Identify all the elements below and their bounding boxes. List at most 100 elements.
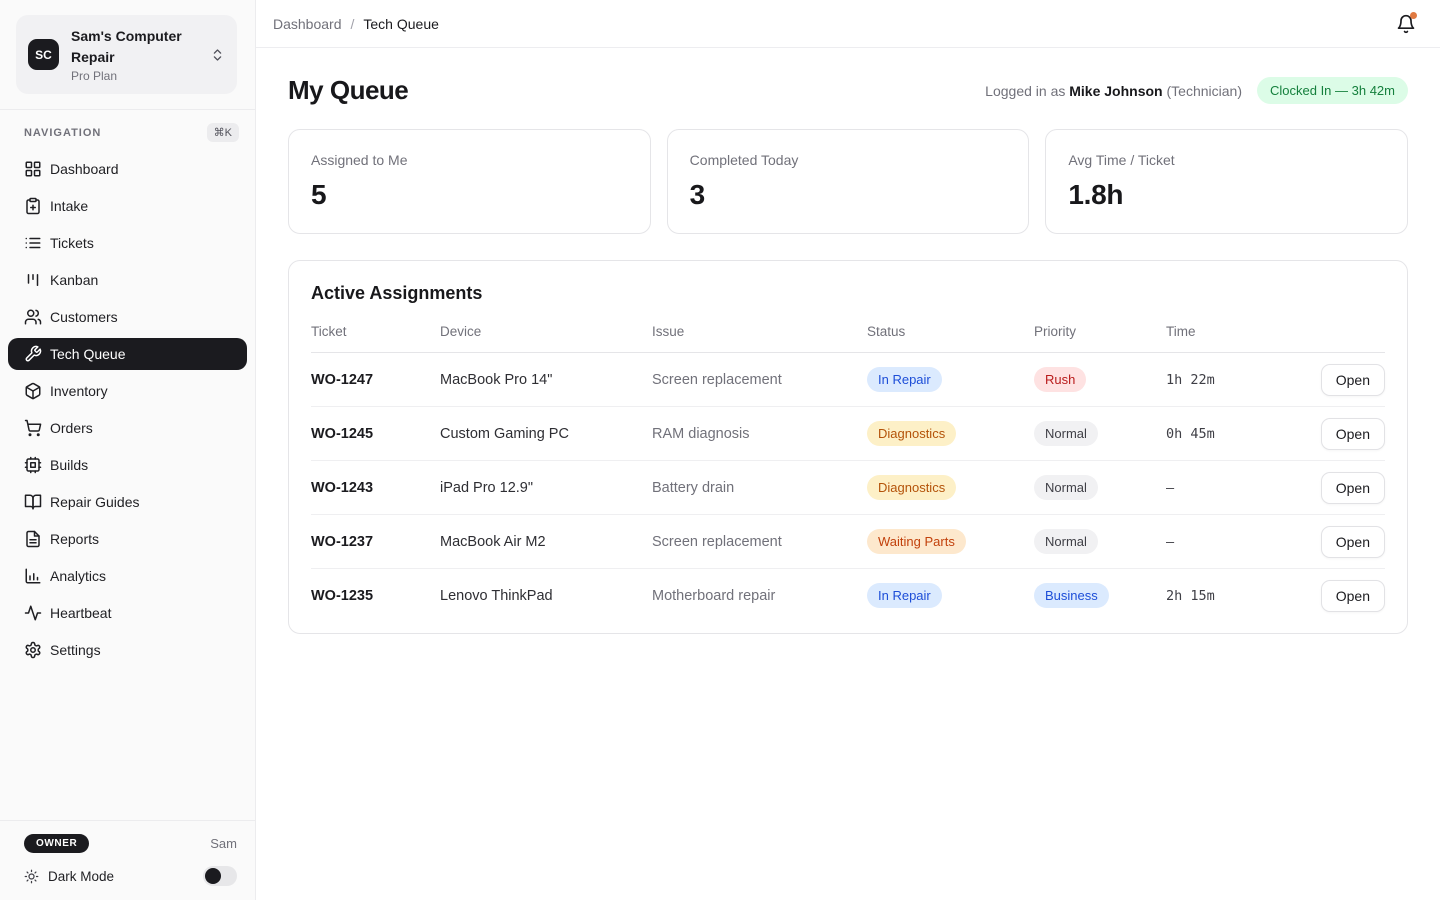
status-badge: Waiting Parts [867,529,966,554]
sidebar-item-label: Analytics [50,568,107,584]
sidebar-item-dashboard[interactable]: Dashboard [8,153,247,185]
workspace-name: Sam's Computer Repair [71,28,182,65]
sidebar-item-orders[interactable]: Orders [8,412,247,444]
bar-chart-icon [24,567,42,585]
sidebar-item-repair-guides[interactable]: Repair Guides [8,486,247,518]
active-assignments-title: Active Assignments [311,283,483,303]
page-content: My Queue Logged in as Mike Johnson (Tech… [256,48,1440,634]
sidebar-item-label: Settings [50,642,101,658]
footer-user-name: Sam [210,836,237,851]
table-row: WO-1237 MacBook Air M2 Screen replacemen… [311,514,1385,569]
column-header-actions [1274,324,1385,353]
sidebar-item-tickets[interactable]: Tickets [8,227,247,259]
sidebar-item-inventory[interactable]: Inventory [8,375,247,407]
stat-label: Completed Today [689,152,799,168]
open-button[interactable]: Open [1320,417,1385,450]
sidebar-item-heartbeat[interactable]: Heartbeat [8,597,247,629]
users-icon [24,308,42,326]
ticket-id: WO-1245 [311,406,440,461]
stat-value: 1.8h [1068,179,1124,210]
device-name: iPad Pro 12.9" [440,460,652,515]
open-button[interactable]: Open [1320,471,1385,504]
device-name: MacBook Air M2 [440,514,652,569]
time-value: – [1166,460,1274,515]
gear-icon [24,641,42,659]
sidebar: SC Sam's Computer Repair Pro Plan NAVIGA… [0,0,256,900]
shopping-cart-icon [24,419,42,437]
time-value: – [1166,514,1274,569]
sidebar-item-label: Reports [50,531,100,547]
file-text-icon [24,530,42,548]
clocked-in-badge: Clocked In — 3h 42m [1256,77,1408,104]
clipboard-plus-icon [24,197,42,215]
sidebar-item-intake[interactable]: Intake [8,190,247,222]
stat-card-avg-time: Avg Time / Ticket 1.8h [1045,129,1409,234]
status-badge: In Repair [867,583,942,609]
table-row: WO-1247 MacBook Pro 14" Screen replaceme… [311,353,1385,407]
sidebar-item-builds[interactable]: Builds [8,449,247,481]
table-row: WO-1243 iPad Pro 12.9" Battery drain Dia… [311,460,1385,515]
column-header-issue: Issue [652,324,867,353]
breadcrumb-current: Tech Queue [363,15,439,32]
sidebar-nav: Dashboard Intake Tickets Kanban Customer… [0,151,255,671]
logged-in-role: (Technician) [1166,82,1242,99]
sidebar-item-tech-queue[interactable]: Tech Queue [8,338,247,370]
sidebar-item-analytics[interactable]: Analytics [8,560,247,592]
open-button[interactable]: Open [1320,579,1385,612]
column-header-status: Status [867,324,1034,353]
open-button[interactable]: Open [1320,525,1385,558]
sidebar-item-label: Repair Guides [50,494,140,510]
time-value: 1h 22m [1166,371,1215,388]
device-name: Lenovo ThinkPad [440,568,652,623]
open-button[interactable]: Open [1320,363,1385,396]
toggle-knob [205,868,221,884]
ticket-id: WO-1247 [311,371,374,388]
sidebar-item-label: Inventory [50,383,108,399]
time-value: 2h 15m [1166,568,1274,623]
sidebar-item-label: Heartbeat [50,605,112,621]
breadcrumb-dashboard-link[interactable]: Dashboard [273,15,342,32]
table-row: WO-1245 Custom Gaming PC RAM diagnosis D… [311,406,1385,461]
priority-badge: Normal [1034,475,1098,500]
time-value: 0h 45m [1166,406,1274,461]
active-assignments-card: Active Assignments Ticket Device Issue S… [288,260,1408,634]
stat-value: 5 [311,179,327,210]
status-badge: In Repair [867,367,942,392]
cpu-icon [24,456,42,474]
sidebar-item-customers[interactable]: Customers [8,301,247,333]
page-title: My Queue [288,75,409,105]
workspace-switcher[interactable]: SC Sam's Computer Repair Pro Plan [16,15,237,94]
status-badge: Diagnostics [867,421,957,446]
list-icon [24,234,42,252]
column-header-priority: Priority [1034,324,1166,353]
sidebar-item-settings[interactable]: Settings [8,634,247,666]
dark-mode-label: Dark Mode [48,868,115,884]
device-name: MacBook Pro 14" [440,371,553,388]
sidebar-item-label: Dashboard [50,161,119,177]
notifications-button[interactable] [1392,10,1420,38]
issue-text: Screen replacement [652,371,782,388]
book-open-icon [24,493,42,511]
column-header-time: Time [1166,324,1274,353]
priority-badge: Normal [1034,421,1098,446]
priority-badge: Rush [1034,367,1087,392]
dark-mode-row: Dark Mode [16,866,239,886]
sidebar-item-label: Tech Queue [50,346,126,362]
sidebar-item-reports[interactable]: Reports [8,523,247,555]
issue-text: Screen replacement [652,514,867,569]
sidebar-item-kanban[interactable]: Kanban [8,264,247,296]
page-header-right: Logged in as Mike Johnson (Technician) C… [985,77,1408,104]
dark-mode-toggle[interactable] [203,866,237,886]
page-header: My Queue Logged in as Mike Johnson (Tech… [288,75,1408,106]
command-k-shortcut[interactable]: ⌘K [206,123,239,142]
column-header-device: Device [440,324,652,353]
issue-text: Battery drain [652,460,867,515]
stats-row: Assigned to Me 5 Completed Today 3 Avg T… [288,129,1409,234]
ticket-id: WO-1237 [311,514,440,569]
stat-value: 3 [689,179,706,210]
wrench-icon [24,345,42,363]
breadcrumb: Dashboard / Tech Queue [273,16,439,32]
breadcrumb-separator: / [350,15,355,32]
chevrons-up-down-icon [210,47,225,62]
issue-text: Motherboard repair [652,568,867,623]
